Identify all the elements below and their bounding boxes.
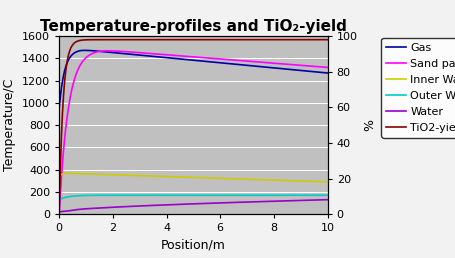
TiO2-yield (325, 38, 330, 41)
Sand particle (271, 62, 276, 65)
Inner Wall (165, 175, 171, 178)
Inner Wall (271, 179, 276, 182)
Sand particle (266, 61, 272, 64)
Water (266, 200, 271, 203)
Gas (56, 107, 62, 110)
Line: Gas: Gas (59, 50, 328, 108)
Water (175, 203, 180, 206)
Gas (82, 49, 87, 52)
Inner Wall (175, 175, 180, 179)
Inner Wall (84, 172, 90, 175)
Outer Wall (56, 198, 62, 201)
TiO2-yield (84, 38, 89, 41)
Title: Temperature-profiles and TiO₂-yield: Temperature-profiles and TiO₂-yield (40, 19, 347, 34)
Inner Wall (325, 180, 330, 183)
Water (271, 200, 276, 203)
Outer Wall (271, 194, 276, 197)
Sand particle (56, 213, 62, 216)
TiO2-yield (56, 213, 62, 216)
TiO2-yield (271, 38, 276, 41)
TiO2-yield (241, 38, 247, 41)
Outer Wall (84, 194, 89, 197)
Sand particle (175, 54, 180, 57)
Water (165, 203, 171, 206)
Legend: Gas, Sand particle, Inner Wall, Outer Wall, Water, TiO2-yield: Gas, Sand particle, Inner Wall, Outer Wa… (381, 38, 455, 138)
TiO2-yield (165, 38, 171, 41)
Gas (165, 56, 171, 59)
Line: Water: Water (59, 200, 328, 212)
TiO2-yield (175, 38, 180, 41)
Sand particle (241, 59, 247, 62)
Sand particle (325, 66, 330, 69)
Outer Wall (165, 194, 171, 197)
Water (325, 198, 330, 201)
Outer Wall (241, 194, 246, 197)
Water (56, 210, 62, 213)
Line: TiO2-yield: TiO2-yield (59, 40, 328, 214)
Line: Sand particle: Sand particle (59, 51, 328, 214)
Outer Wall (175, 194, 180, 197)
Inner Wall (241, 178, 247, 181)
Y-axis label: %: % (363, 119, 376, 131)
Inner Wall (56, 174, 62, 177)
Water (241, 201, 246, 204)
Gas (84, 49, 90, 52)
Gas (175, 57, 180, 60)
Line: Inner Wall: Inner Wall (59, 173, 328, 182)
Line: Outer Wall: Outer Wall (59, 195, 328, 200)
Water (84, 207, 89, 210)
TiO2-yield (200, 38, 206, 41)
Gas (241, 63, 247, 67)
Outer Wall (325, 194, 330, 197)
Inner Wall (64, 172, 70, 175)
TiO2-yield (266, 38, 272, 41)
Gas (325, 71, 330, 75)
Gas (266, 66, 272, 69)
Inner Wall (266, 178, 272, 181)
Outer Wall (266, 194, 271, 197)
Sand particle (105, 49, 111, 52)
Sand particle (165, 53, 171, 57)
Sand particle (84, 56, 89, 59)
Gas (271, 66, 276, 69)
X-axis label: Position/m: Position/m (161, 239, 226, 252)
Y-axis label: Temperature/C: Temperature/C (4, 79, 16, 171)
